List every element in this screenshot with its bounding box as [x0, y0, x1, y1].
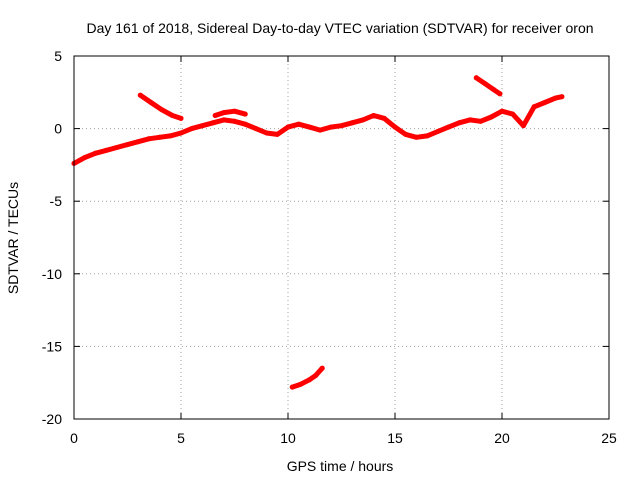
data-point	[467, 117, 473, 123]
y-tick-label: 0	[54, 121, 62, 137]
data-point	[456, 120, 462, 126]
y-tick-label: -10	[42, 266, 62, 282]
data-point	[520, 123, 526, 129]
data-point	[148, 100, 154, 105]
x-tick-label: 0	[70, 430, 78, 446]
grid	[74, 56, 609, 419]
y-tick-label: 5	[54, 48, 62, 64]
series-trace-2	[473, 75, 503, 97]
data-point	[306, 124, 312, 130]
data-point	[446, 124, 451, 130]
series-trace-1	[137, 92, 184, 121]
data-point	[167, 133, 173, 139]
data-point	[178, 115, 184, 121]
data-point	[189, 126, 195, 132]
data-point	[146, 136, 152, 142]
data-point	[559, 94, 565, 100]
series-trace-3	[289, 365, 325, 390]
data-point	[482, 81, 488, 87]
data-point	[473, 75, 479, 81]
data-point	[232, 118, 237, 124]
data-point	[328, 124, 334, 130]
axis-ticks	[73, 55, 610, 420]
data-point	[553, 95, 558, 101]
plot-frame	[73, 55, 610, 420]
data-point	[371, 113, 377, 118]
data-point	[298, 381, 304, 387]
data-point	[424, 133, 430, 139]
y-tick-label: -20	[42, 411, 62, 427]
data-point	[510, 111, 516, 117]
data-point	[403, 131, 409, 137]
data-point	[499, 108, 505, 114]
data-point	[135, 139, 141, 145]
data-point	[125, 142, 130, 148]
data-point	[349, 120, 355, 126]
data-point	[306, 377, 312, 383]
data-point	[159, 107, 165, 113]
data-point	[103, 147, 109, 153]
data-point	[242, 111, 248, 117]
data-point	[339, 123, 344, 129]
data-point	[490, 86, 496, 92]
data-point	[210, 120, 216, 126]
y-axis-label: SDTVAR / TECUs	[5, 182, 21, 294]
data-point	[289, 384, 295, 390]
data-point	[178, 130, 184, 136]
data-point	[497, 91, 503, 97]
data-point	[313, 372, 319, 378]
series-trace-4	[212, 108, 248, 118]
data-point	[413, 134, 419, 140]
data-point	[392, 124, 398, 130]
x-tick-label: 15	[387, 430, 403, 446]
data-point	[381, 115, 387, 121]
data-point	[478, 118, 484, 124]
data-point	[114, 145, 120, 150]
data-point	[435, 129, 441, 134]
data-series	[71, 75, 565, 390]
data-point	[285, 124, 291, 130]
data-point	[264, 130, 270, 136]
data-point	[360, 117, 366, 123]
data-point	[157, 134, 163, 140]
data-point	[274, 131, 280, 137]
data-point	[531, 104, 537, 110]
data-point	[137, 92, 143, 98]
x-tick-label: 20	[494, 430, 510, 446]
data-point	[221, 117, 227, 123]
data-point	[253, 126, 259, 132]
data-point	[82, 155, 88, 161]
x-tick-labels: 0 5 10 15 20 25	[70, 430, 617, 446]
x-axis-label: GPS time / hours	[287, 458, 394, 474]
data-point	[92, 150, 98, 156]
y-tick-label: -5	[50, 193, 63, 209]
data-point	[221, 110, 227, 116]
data-point	[169, 113, 175, 118]
x-tick-label: 25	[601, 430, 617, 446]
chart-title: Day 161 of 2018, Sidereal Day-to-day VTE…	[86, 20, 593, 36]
data-point	[232, 108, 237, 114]
y-tick-label: -15	[42, 338, 62, 354]
data-point	[242, 121, 248, 127]
data-point	[199, 123, 205, 129]
y-tick-labels: 5 0 -5 -10 -15 -20	[42, 48, 62, 427]
x-tick-label: 5	[177, 430, 185, 446]
data-point	[488, 114, 494, 120]
x-tick-label: 10	[280, 430, 296, 446]
data-point	[319, 365, 325, 371]
data-point	[296, 121, 302, 127]
data-point	[212, 113, 218, 118]
data-point	[542, 100, 548, 105]
data-point	[317, 127, 323, 133]
